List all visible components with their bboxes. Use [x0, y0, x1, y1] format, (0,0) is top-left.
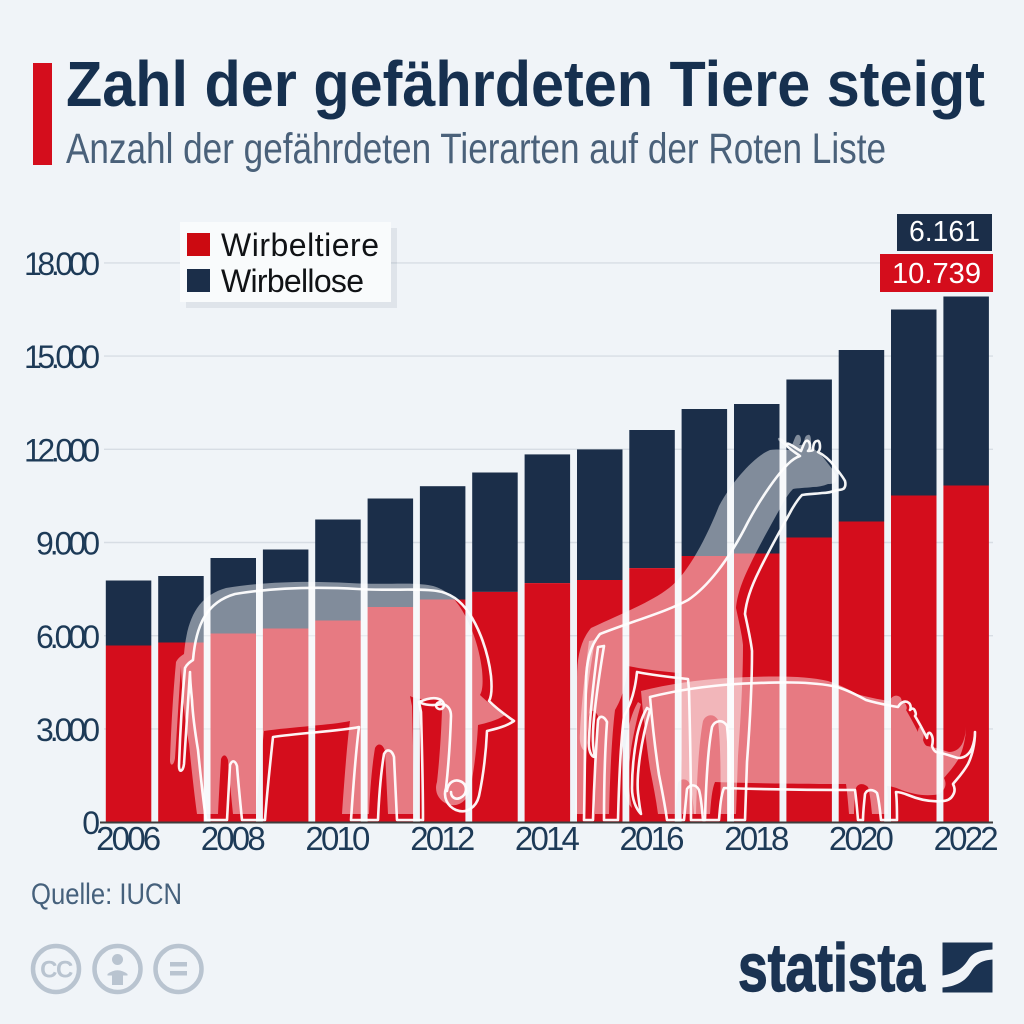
svg-text:Wirbellose: Wirbellose — [221, 263, 364, 299]
svg-text:2006: 2006 — [96, 820, 161, 857]
svg-text:Zahl der gefährdeten Tiere ste: Zahl der gefährdeten Tiere steigt — [66, 48, 985, 120]
svg-text:Anzahl der gefährdeten Tierart: Anzahl der gefährdeten Tierarten auf der… — [66, 125, 886, 173]
svg-text:6.161: 6.161 — [909, 216, 980, 248]
svg-text:2012: 2012 — [410, 820, 475, 857]
svg-text:2014: 2014 — [515, 820, 580, 857]
svg-text:6.000: 6.000 — [36, 619, 100, 655]
svg-text:2008: 2008 — [201, 820, 266, 857]
svg-text:18.000: 18.000 — [24, 246, 100, 282]
svg-text:3.000: 3.000 — [36, 712, 100, 748]
svg-text:10.739: 10.739 — [892, 258, 981, 290]
svg-text:Quelle: IUCN: Quelle: IUCN — [31, 878, 182, 911]
svg-text:2018: 2018 — [724, 820, 789, 857]
svg-text:12.000: 12.000 — [24, 432, 100, 468]
svg-text:Wirbeltiere: Wirbeltiere — [221, 227, 379, 263]
svg-text:15.000: 15.000 — [24, 339, 100, 375]
svg-text:2016: 2016 — [620, 820, 685, 857]
svg-text:CC: CC — [40, 957, 73, 984]
svg-text:2022: 2022 — [934, 820, 999, 857]
svg-text:9.000: 9.000 — [36, 526, 100, 562]
svg-text:2010: 2010 — [305, 820, 370, 857]
svg-text:2020: 2020 — [829, 820, 894, 857]
svg-text:0: 0 — [82, 805, 100, 841]
svg-text:statista: statista — [738, 930, 926, 1006]
